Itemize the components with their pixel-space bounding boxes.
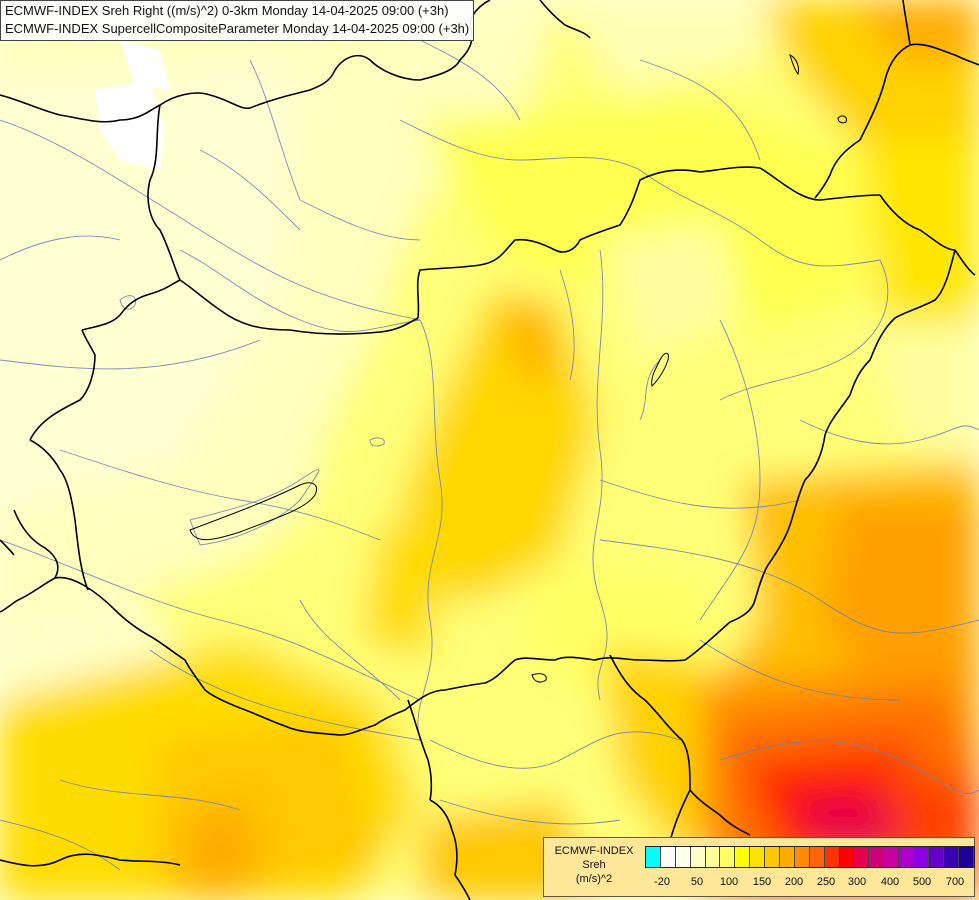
- legend-label: 400: [880, 876, 900, 888]
- legend-label: -20: [654, 876, 670, 888]
- legend-swatch: [646, 847, 661, 867]
- map-title-box: ECMWF-INDEX Sreh Right ((m/s)^2) 0-3km M…: [0, 0, 475, 41]
- legend-label: 250: [816, 876, 836, 888]
- legend-color-scale: [645, 846, 975, 868]
- white-area: [95, 80, 165, 170]
- legend-label: 700: [945, 876, 965, 888]
- legend-swatch: [824, 847, 840, 867]
- legend-swatch: [884, 847, 900, 867]
- legend-swatch: [958, 847, 974, 867]
- white-area: [120, 40, 170, 90]
- legend-swatch: [780, 847, 795, 867]
- legend-swatch: [869, 847, 885, 867]
- legend-swatch: [735, 847, 751, 867]
- legend-swatch: [705, 847, 721, 867]
- legend-label: 200: [784, 876, 804, 888]
- legend-swatch: [854, 847, 870, 867]
- legend-swatch: [660, 847, 676, 867]
- legend-label: 50: [690, 876, 704, 888]
- legend-labels: -20 50 100 150 200 250 300 400 500 700: [645, 876, 967, 890]
- rivers: [0, 39, 979, 871]
- legend-swatch: [765, 847, 781, 867]
- legend-swatch: [809, 847, 825, 867]
- map-title-line2: ECMWF-INDEX SupercellCompositeParameter …: [5, 21, 470, 36]
- legend-swatch: [914, 847, 929, 867]
- legend-label: 500: [912, 876, 932, 888]
- legend-swatch: [839, 847, 855, 867]
- legend-title: ECMWF-INDEX Sreh (m/s)^2: [548, 844, 640, 886]
- legend-title-line3: (m/s)^2: [575, 873, 613, 885]
- color-legend: ECMWF-INDEX Sreh (m/s)^2 -20 50 100 150 200 2…: [543, 837, 975, 897]
- map-title-line1: ECMWF-INDEX Sreh Right ((m/s)^2) 0-3km M…: [5, 3, 449, 18]
- legend-swatch: [720, 847, 736, 867]
- legend-swatch: [794, 847, 810, 867]
- legend-label: 150: [752, 876, 772, 888]
- legend-label: 100: [719, 876, 739, 888]
- legend-swatch: [899, 847, 915, 867]
- lakes: [189, 54, 847, 683]
- legend-title-line2: Sreh: [582, 859, 606, 871]
- legend-swatch: [943, 847, 959, 867]
- legend-swatch: [750, 847, 766, 867]
- legend-swatch: [928, 847, 944, 867]
- legend-swatch: [690, 847, 706, 867]
- legend-title-line1: ECMWF-INDEX: [554, 845, 634, 857]
- legend-label: 300: [847, 876, 867, 888]
- legend-swatch: [675, 847, 691, 867]
